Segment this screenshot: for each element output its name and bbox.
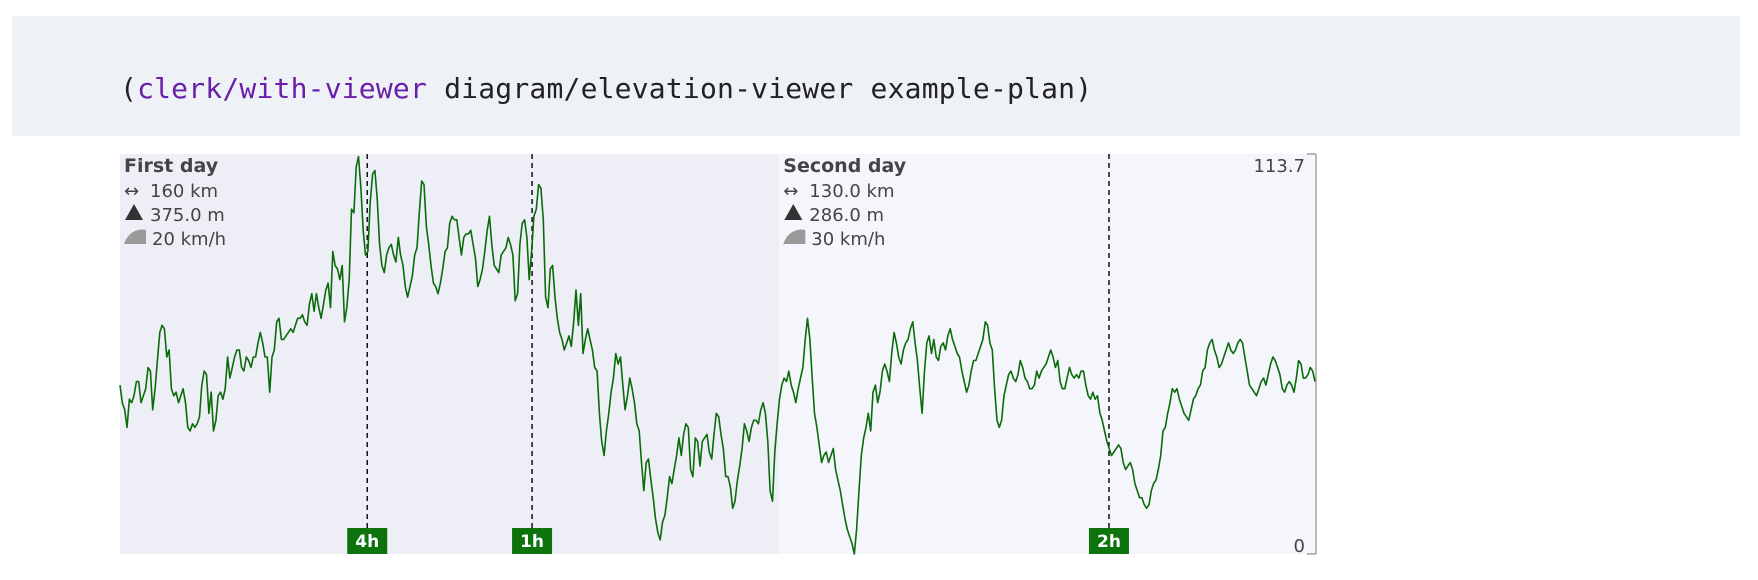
day-1-title: First day	[124, 155, 219, 177]
day-2-speed: 30 km/h	[811, 229, 885, 250]
stop-marker-badge-1h	[512, 528, 553, 554]
stop-marker-label-2h: 2h	[1097, 532, 1121, 552]
day-1-speed: 20 km/h	[152, 229, 226, 250]
stop-marker-badge-2h	[1088, 528, 1129, 554]
day-2-climb: 286.0 m	[809, 205, 884, 226]
day-1-distance: 160 km	[150, 181, 218, 202]
stop-marker-label-1h: 1h	[520, 532, 544, 552]
stop-marker-label-4h: 4h	[355, 532, 379, 552]
code-block: (clerk/with-viewer diagram/elevation-vie…	[12, 16, 1740, 136]
stop-marker-badge-4h	[347, 528, 388, 554]
day-1-background	[120, 154, 780, 554]
double-arrow-icon: ↔	[783, 181, 798, 202]
mountain-triangle-icon	[784, 204, 803, 220]
day-2-background	[779, 154, 1315, 554]
double-arrow-icon: ↔	[124, 181, 139, 202]
y-axis-max-label: 113.7	[1253, 156, 1305, 177]
day-2-distance: 130.0 km	[809, 181, 894, 202]
code-function-name: clerk/with-viewer	[137, 72, 428, 105]
speed-icon	[783, 229, 806, 244]
y-axis-min-label: 0	[1294, 536, 1305, 557]
day-1-climb: 375.0 m	[150, 205, 225, 226]
day-2-title: Second day	[783, 155, 906, 177]
elevation-line	[119, 155, 1316, 555]
code-open-paren: (	[120, 72, 138, 105]
elevation-chart: First day ↔ 160 km 375.0 m 20 km/h Second day…	[119, 153, 1317, 557]
code-close-paren: )	[1075, 72, 1093, 105]
speed-icon	[124, 229, 146, 244]
mountain-triangle-icon	[125, 204, 143, 220]
code-expression: (clerk/with-viewer diagram/elevation-vie…	[120, 72, 1092, 105]
code-arguments: diagram/elevation-viewer example-plan	[427, 72, 1076, 105]
